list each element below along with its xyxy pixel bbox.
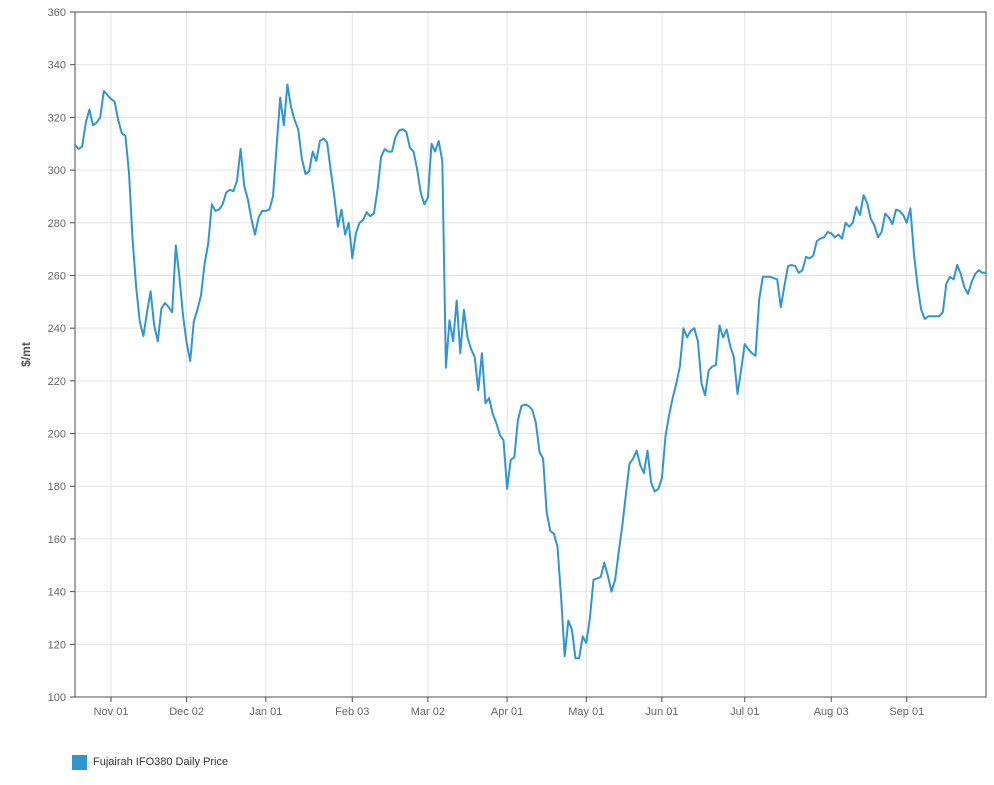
x-tick-label: Feb 03: [335, 706, 369, 718]
x-tick-label: Nov 01: [94, 706, 129, 718]
y-tick-label: 340: [48, 60, 66, 72]
y-tick-label: 220: [48, 376, 66, 388]
price-line-series: [74, 83, 987, 660]
y-tick-label: 360: [48, 7, 66, 19]
y-tick-label: 300: [48, 165, 66, 177]
x-tick-label: May 01: [568, 706, 604, 718]
y-tick-label: 180: [48, 481, 66, 493]
legend-label: Fujairah IFO380 Daily Price: [93, 756, 229, 768]
x-tick-label: Apr 01: [491, 706, 523, 718]
y-tick-label: 140: [48, 587, 66, 599]
x-tick-label: Jun 01: [645, 706, 678, 718]
y-tick-label: 100: [48, 692, 66, 704]
x-tick-label: Jan 01: [249, 706, 282, 718]
y-tick-label: 320: [48, 112, 66, 124]
legend-item[interactable]: Fujairah IFO380 Daily Price: [72, 754, 228, 770]
x-tick-label: Jul 01: [730, 706, 759, 718]
y-tick-label: 160: [48, 534, 66, 546]
x-tick-label: Aug 03: [814, 706, 849, 718]
plot-frame: [74, 11, 987, 698]
y-tick-label: 240: [48, 323, 66, 335]
x-tick-label: Mar 02: [411, 706, 445, 718]
x-tick-label: Dec 02: [169, 706, 204, 718]
y-tick-label: 280: [48, 218, 66, 230]
x-tick-label: Sep 01: [889, 706, 924, 718]
y-tick-label: 200: [48, 429, 66, 441]
y-tick-label: 260: [48, 270, 66, 282]
y-axis-title: $/mt: [19, 342, 33, 367]
legend-swatch: [72, 754, 87, 770]
y-tick-label: 120: [48, 639, 66, 651]
